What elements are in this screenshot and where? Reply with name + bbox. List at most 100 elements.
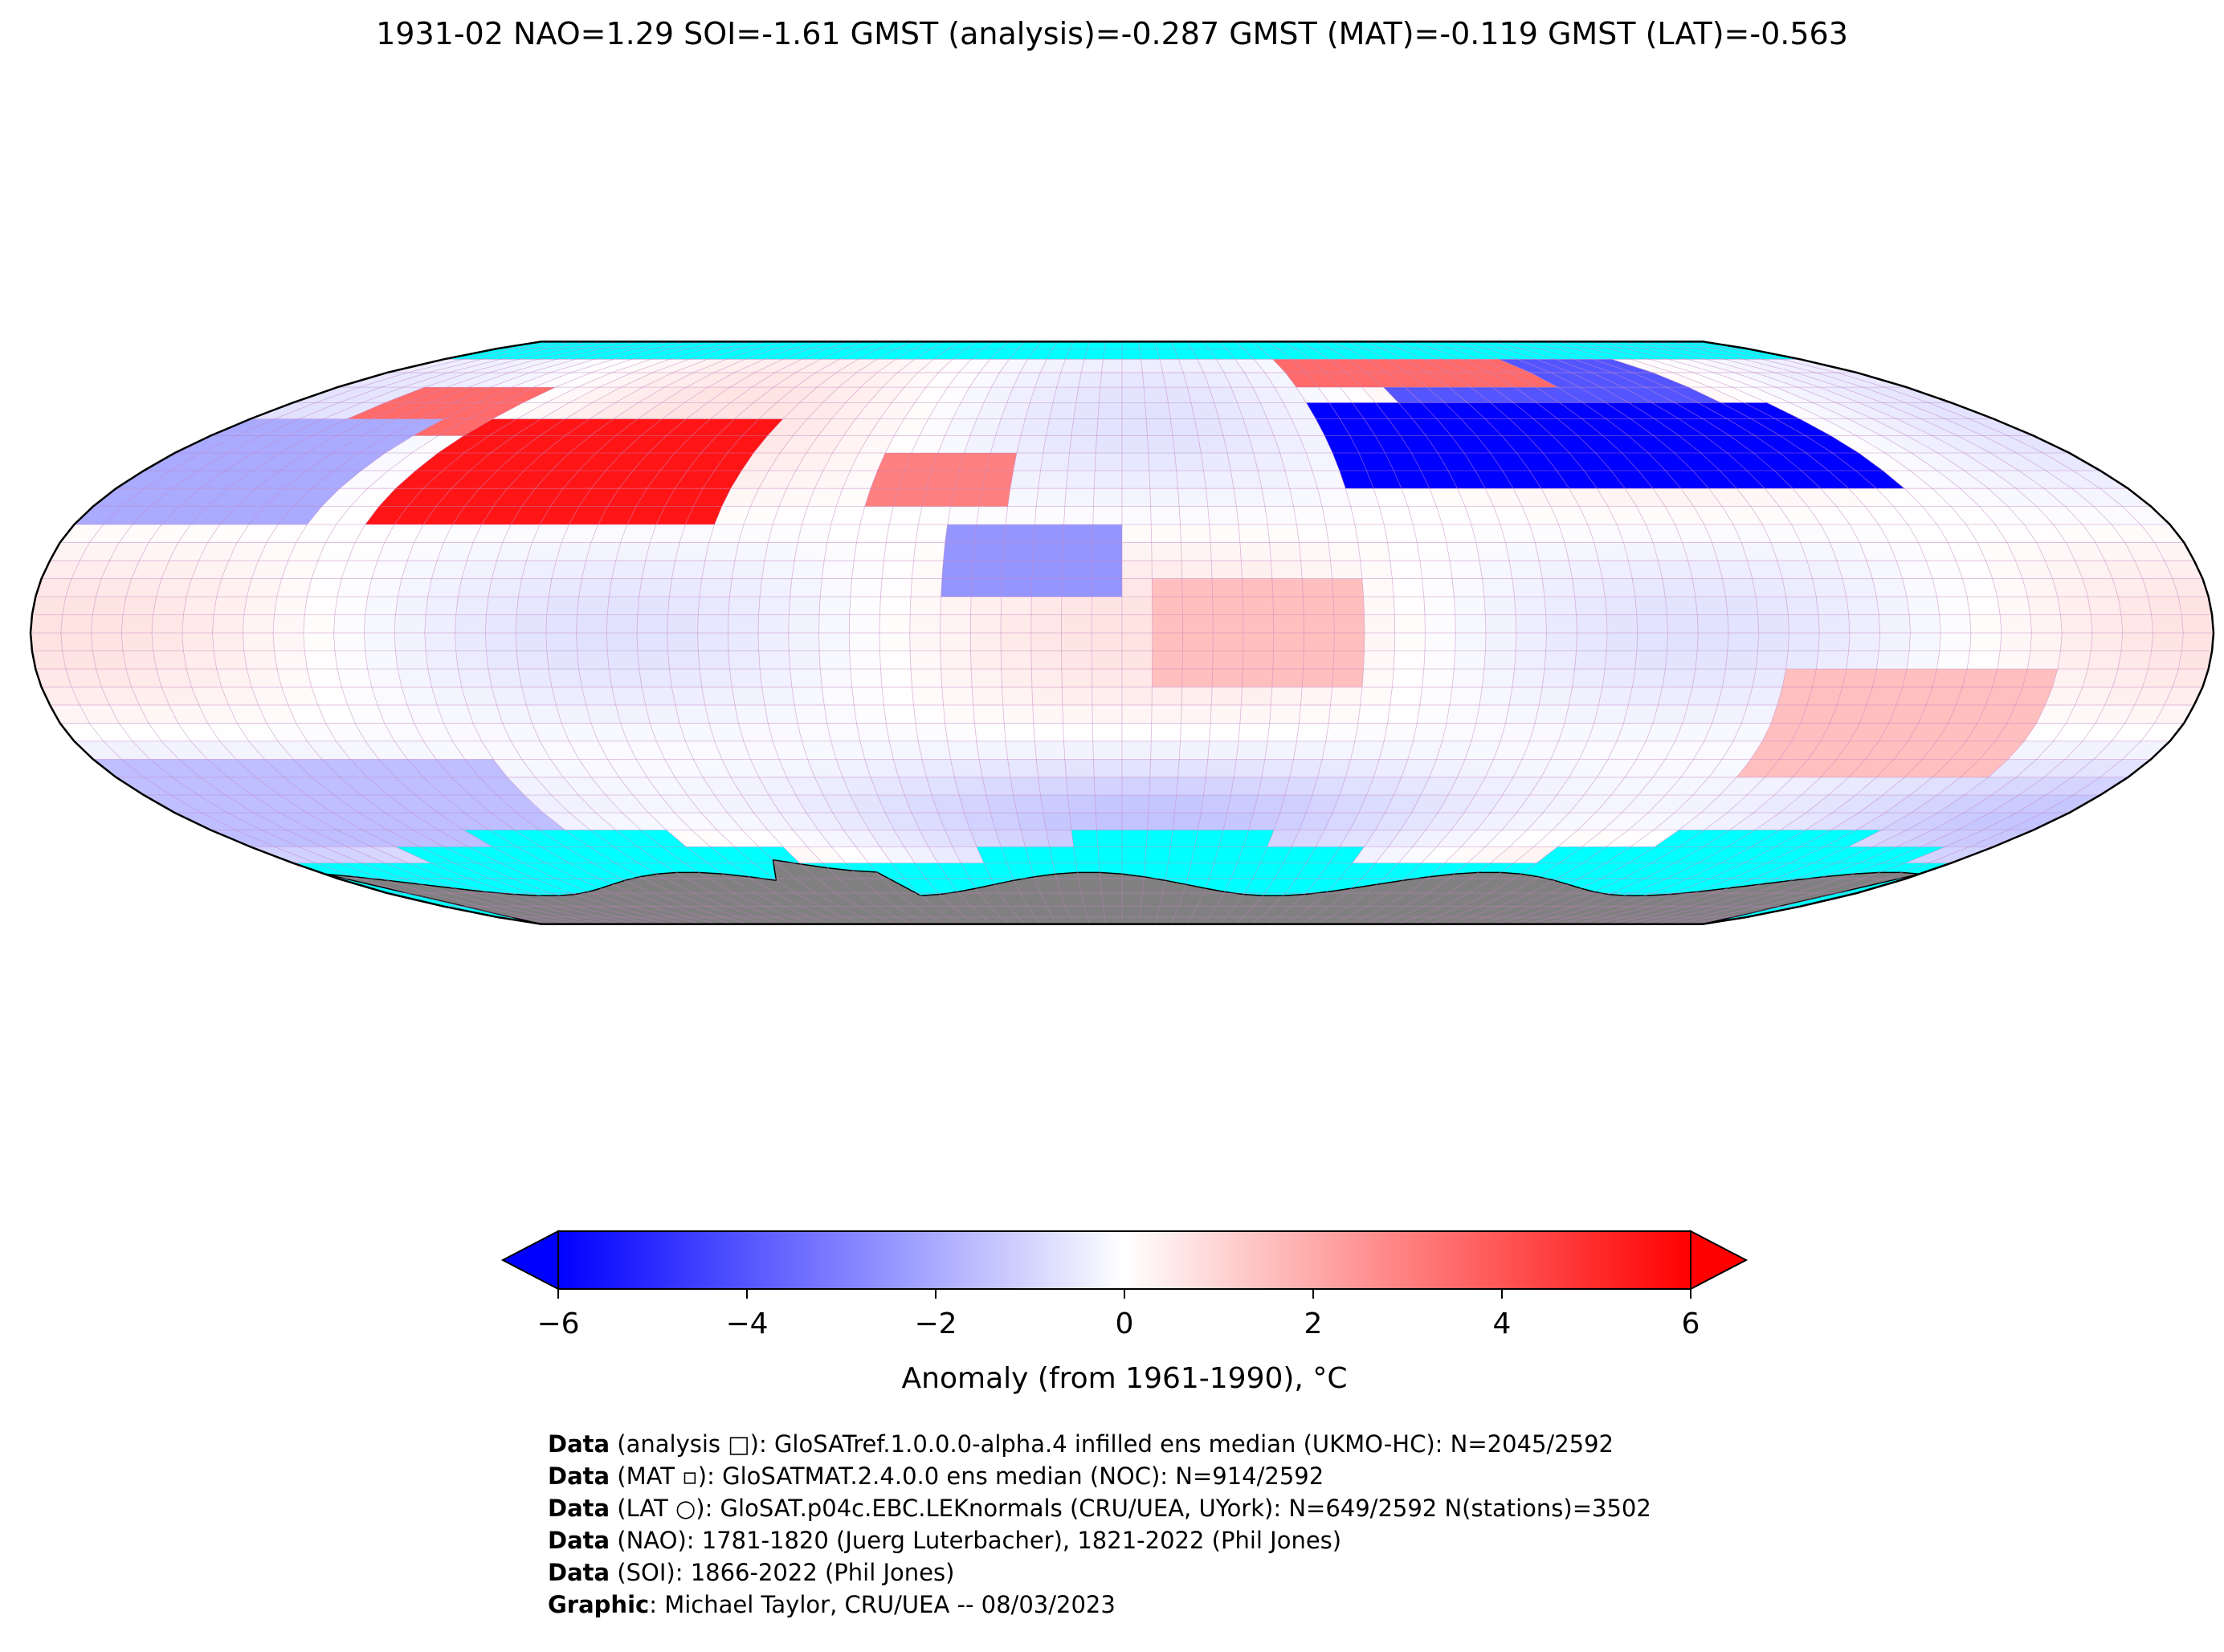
grid-cell xyxy=(859,506,894,525)
grid-cell xyxy=(566,341,622,349)
grid-cell xyxy=(1152,614,1183,633)
grid-cell xyxy=(1061,633,1092,651)
grid-cell xyxy=(1203,471,1234,489)
grid-cell xyxy=(1653,813,1701,830)
grid-cell xyxy=(941,578,973,597)
grid-cell xyxy=(1591,372,1646,388)
grid-cell xyxy=(1587,524,1624,543)
grid-cell xyxy=(1349,813,1385,830)
grid-cell xyxy=(2071,488,2123,507)
grid-cell xyxy=(1364,633,1395,651)
grid-cell xyxy=(394,633,426,651)
grid-cell xyxy=(1260,846,1292,863)
grid-cell xyxy=(606,614,638,633)
colorbar-body xyxy=(557,1230,1691,1290)
grid-cell xyxy=(385,863,447,879)
grid-cell xyxy=(1885,453,1937,471)
grid-cell xyxy=(1253,795,1285,813)
grid-cell xyxy=(1471,723,1506,741)
grid-cell xyxy=(693,759,731,777)
grid-cell xyxy=(532,341,590,349)
grid-cell xyxy=(911,813,945,830)
grid-cell xyxy=(424,878,490,894)
grid-cell xyxy=(1581,418,1629,436)
grid-cell xyxy=(1932,488,1980,507)
grid-cell xyxy=(758,597,790,615)
grid-cell xyxy=(1269,704,1301,724)
grid-cell xyxy=(638,402,685,419)
grid-cell xyxy=(479,777,524,795)
grid-cell xyxy=(419,402,477,419)
grid-cell xyxy=(1046,830,1074,847)
grid-cell xyxy=(1425,614,1456,633)
grid-cell xyxy=(312,418,372,436)
grid-cell xyxy=(1182,633,1214,651)
grid-cell xyxy=(1820,488,1866,507)
grid-cell xyxy=(2112,578,2149,597)
grid-cell xyxy=(1872,669,1907,687)
grid-cell xyxy=(1922,740,1966,760)
grid-cell xyxy=(1312,349,1349,360)
grid-cell xyxy=(985,795,1017,813)
grid-cell xyxy=(796,453,833,471)
grid-cell xyxy=(843,777,878,795)
grid-cell xyxy=(1092,704,1122,724)
grid-cell xyxy=(1224,878,1253,894)
grid-cell xyxy=(1522,740,1559,760)
grid-cell xyxy=(511,506,551,525)
grid-cell xyxy=(523,387,577,403)
grid-cell xyxy=(598,372,653,388)
grid-cell xyxy=(1176,471,1206,489)
grid-cell xyxy=(727,813,768,830)
grid-cell xyxy=(1296,524,1329,543)
grid-cell xyxy=(377,542,414,561)
grid-cell xyxy=(183,651,217,669)
grid-cell xyxy=(983,387,1014,403)
grid-cell xyxy=(735,542,769,561)
grid-cell xyxy=(385,813,439,830)
grid-cell xyxy=(131,687,169,705)
grid-cell xyxy=(945,524,977,543)
grid-cell xyxy=(954,471,986,489)
grid-cell xyxy=(519,349,585,360)
grid-cell xyxy=(62,597,96,615)
grid-cell xyxy=(1969,614,2002,633)
grid-cell xyxy=(408,387,469,403)
grid-cell xyxy=(943,542,975,561)
grid-cell xyxy=(1264,506,1297,525)
grid-cell xyxy=(264,488,312,507)
grid-cell xyxy=(688,341,735,349)
grid-cell xyxy=(742,418,783,436)
grid-cell xyxy=(423,740,465,760)
grid-cell xyxy=(463,349,533,360)
grid-cell xyxy=(387,418,444,436)
grid-cell xyxy=(333,614,365,633)
grid-cell xyxy=(214,597,247,615)
grid-cell xyxy=(1421,471,1458,489)
grid-cell xyxy=(1762,359,1837,373)
grid-cell xyxy=(578,453,622,471)
grid-cell xyxy=(839,372,877,388)
grid-cell xyxy=(883,704,916,724)
grid-cell xyxy=(455,597,488,615)
grid-cell xyxy=(1002,687,1033,705)
grid-cell xyxy=(2053,524,2096,543)
grid-cell xyxy=(1926,687,1963,705)
grid-cell xyxy=(1271,687,1303,705)
grid-cell xyxy=(1398,846,1437,863)
grid-cell xyxy=(463,418,517,436)
grid-cell xyxy=(2042,795,2100,813)
grid-cell xyxy=(590,524,627,543)
grid-cell xyxy=(983,863,1014,879)
grid-cell xyxy=(1260,402,1292,419)
grid-cell xyxy=(407,488,451,507)
grid-cell xyxy=(1303,651,1334,669)
grid-cell xyxy=(802,740,837,760)
grid-cell xyxy=(148,524,191,543)
grid-cell xyxy=(1645,387,1698,403)
grid-cell xyxy=(578,759,619,777)
grid-cell xyxy=(1016,813,1047,830)
grid-cell xyxy=(1771,542,1807,561)
grid-cell xyxy=(2118,651,2152,669)
grid-cell xyxy=(1122,723,1152,741)
